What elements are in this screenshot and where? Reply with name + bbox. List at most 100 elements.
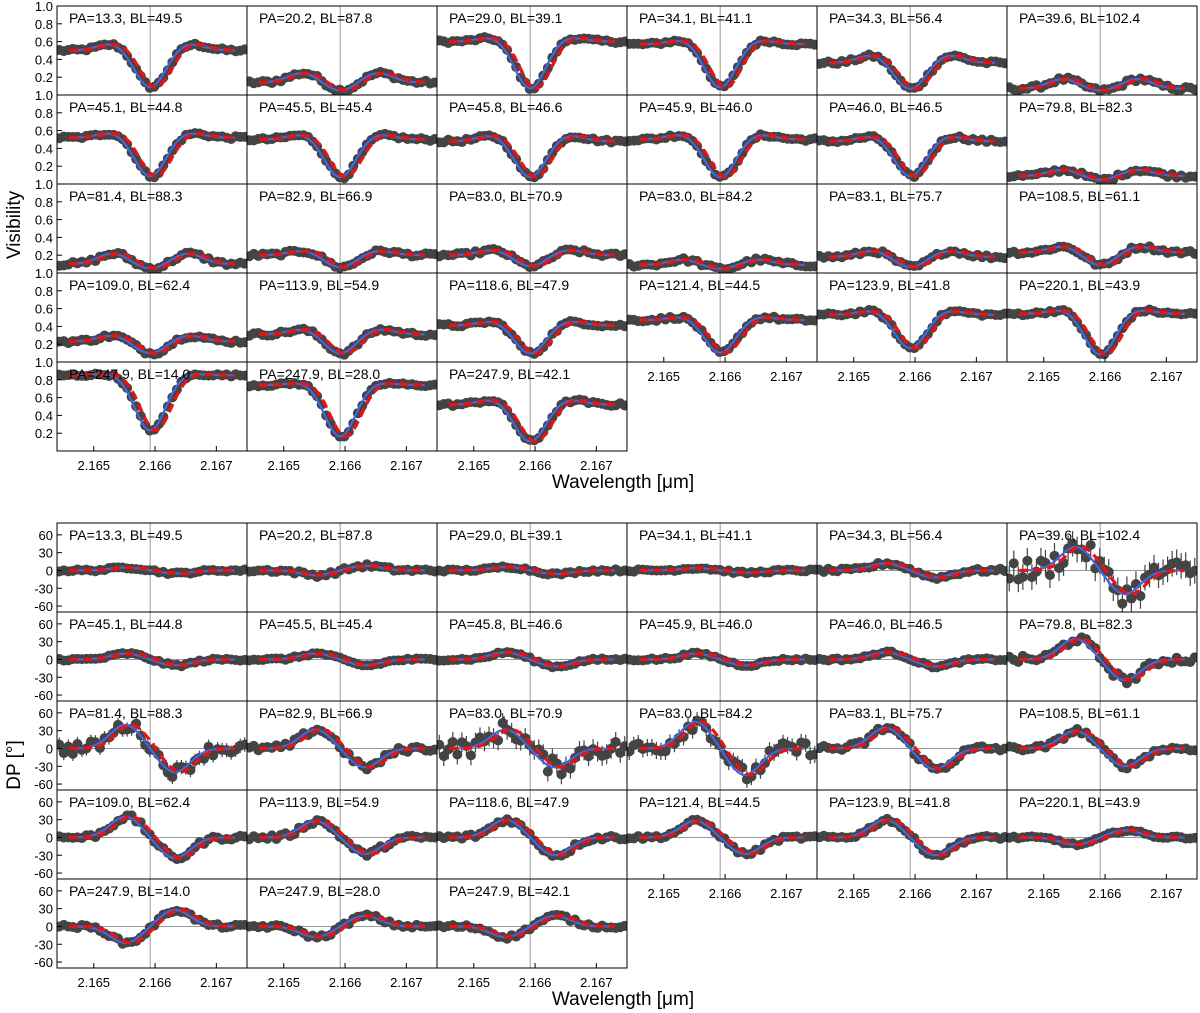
model-curve-dashed xyxy=(1019,545,1185,596)
panel-plot-area xyxy=(247,95,437,184)
panel: PA=79.8, BL=82.3 xyxy=(1006,611,1198,702)
data-point xyxy=(999,654,1007,665)
model-curve-dashed xyxy=(449,818,615,857)
data-point xyxy=(429,566,437,577)
panel-label: PA=83.0, BL=84.2 xyxy=(639,188,753,204)
x-tick-label: 2.166 xyxy=(519,458,552,473)
panel-plot-area xyxy=(1007,612,1197,701)
data-point xyxy=(1189,652,1197,663)
panel-label: PA=81.4, BL=88.3 xyxy=(69,705,183,721)
data-point xyxy=(619,249,627,260)
panel-label: PA=34.3, BL=56.4 xyxy=(829,527,943,543)
panel-plot-area xyxy=(627,612,817,701)
data-point xyxy=(619,321,627,332)
data-point xyxy=(437,739,445,750)
panel-frame xyxy=(436,361,628,452)
model-curve-solid xyxy=(449,818,615,857)
model-curve-dashed xyxy=(259,819,425,856)
model-curve-dashed xyxy=(639,819,805,856)
model-curve-solid xyxy=(449,728,615,769)
x-tick-label: 2.166 xyxy=(1089,369,1122,384)
y-tick-label: 30 xyxy=(39,813,53,828)
data-point xyxy=(999,565,1007,576)
y-tick-label: 0.8 xyxy=(35,17,53,32)
model-curve-dashed xyxy=(829,561,995,580)
x-tick-label: 2.166 xyxy=(329,975,362,990)
x-tick-label: 2.166 xyxy=(899,886,932,901)
x-tick-label: 2.167 xyxy=(960,886,993,901)
panel-plot-area xyxy=(57,790,247,879)
data-point xyxy=(1117,598,1128,609)
panel: PA=13.3, BL=49.5 1.0 0.8 0.6 0.4 0.2 xyxy=(35,0,248,96)
panel-plot-area xyxy=(1007,523,1197,612)
panel: PA=113.9, BL=54.9 xyxy=(246,789,438,880)
model-curve-solid xyxy=(1019,637,1185,682)
data-point xyxy=(619,834,627,845)
data-point xyxy=(619,400,627,411)
model-curve-dashed xyxy=(1019,245,1185,267)
dp-panel-grid: PA=13.3, BL=49.5 60 30 0 -30 -60 PA=20.2, BL=8… xyxy=(34,522,1198,990)
data-point xyxy=(809,564,817,575)
data-point xyxy=(1017,572,1028,583)
panel-plot-area xyxy=(247,6,437,95)
panel-plot-area xyxy=(817,790,1007,879)
model-curve-dashed xyxy=(69,334,235,355)
data-point xyxy=(886,320,897,331)
panel-label: PA=46.0, BL=46.5 xyxy=(829,99,943,115)
x-tick-label: 2.167 xyxy=(1150,886,1183,901)
data-point xyxy=(1149,562,1160,573)
model-curve-dashed xyxy=(259,328,425,356)
panel-plot-area xyxy=(437,273,627,362)
data-point xyxy=(131,63,142,74)
data-point xyxy=(429,744,437,755)
x-tick-label: 2.166 xyxy=(709,886,742,901)
data-point xyxy=(239,131,247,142)
y-tick-label: 0.2 xyxy=(35,337,53,352)
data-point xyxy=(465,750,476,761)
x-tick-label: 2.166 xyxy=(519,975,552,990)
model-curve-solid xyxy=(449,37,615,90)
x-tick-label: 2.167 xyxy=(580,975,613,990)
data-point xyxy=(429,832,437,843)
x-tick-label: 2.166 xyxy=(329,458,362,473)
panel-label: PA=82.9, BL=66.9 xyxy=(259,705,373,721)
model-curve-solid xyxy=(259,728,425,769)
y-tick-label: -30 xyxy=(34,848,53,863)
data-point xyxy=(999,58,1007,69)
model-curve-solid xyxy=(449,565,615,576)
model-curve-solid xyxy=(449,320,615,355)
panel-label: PA=29.0, BL=39.1 xyxy=(449,10,563,26)
data-point xyxy=(1007,573,1015,584)
panel-label: PA=121.4, BL=44.5 xyxy=(639,277,760,293)
panel-plot-area xyxy=(57,273,247,362)
y-tick-label: 60 xyxy=(39,528,53,543)
model-curve-dashed xyxy=(829,818,995,857)
panel-label: PA=113.9, BL=54.9 xyxy=(259,277,379,293)
panel-label: PA=45.8, BL=46.6 xyxy=(449,99,563,115)
data-point xyxy=(239,44,247,55)
model-curve-solid xyxy=(69,908,235,945)
panel: PA=45.9, BL=46.0 xyxy=(626,94,818,185)
data-point xyxy=(809,261,817,272)
y-tick-label: 0.4 xyxy=(35,141,53,156)
data-point xyxy=(199,753,210,764)
y-tick-label: 0.8 xyxy=(35,195,53,210)
model-curve-dashed xyxy=(1019,308,1185,357)
visibility-x-axis-label: Wavelength [μm] xyxy=(552,472,694,493)
data-point xyxy=(1085,539,1096,550)
panel: PA=118.6, BL=47.9 xyxy=(436,789,628,880)
model-curve-dashed xyxy=(449,727,615,769)
panel: PA=113.9, BL=54.9 xyxy=(246,272,438,363)
panel-plot-area xyxy=(437,362,627,451)
y-tick-label: -60 xyxy=(34,599,53,614)
panel-plot-area xyxy=(57,184,247,273)
panel: PA=109.0, BL=62.4 60 30 0 -30 -60 xyxy=(34,789,248,881)
y-tick-label: 30 xyxy=(39,546,53,561)
panel-plot-area xyxy=(627,184,817,273)
model-curve-dashed xyxy=(639,39,805,90)
panel: PA=121.4, BL=44.5 2.165 2.166 2.167 xyxy=(626,789,818,901)
data-point xyxy=(809,315,817,326)
x-tick-label: 2.165 xyxy=(1028,369,1061,384)
x-tick-label: 2.165 xyxy=(648,886,681,901)
y-tick-label: -60 xyxy=(34,866,53,881)
